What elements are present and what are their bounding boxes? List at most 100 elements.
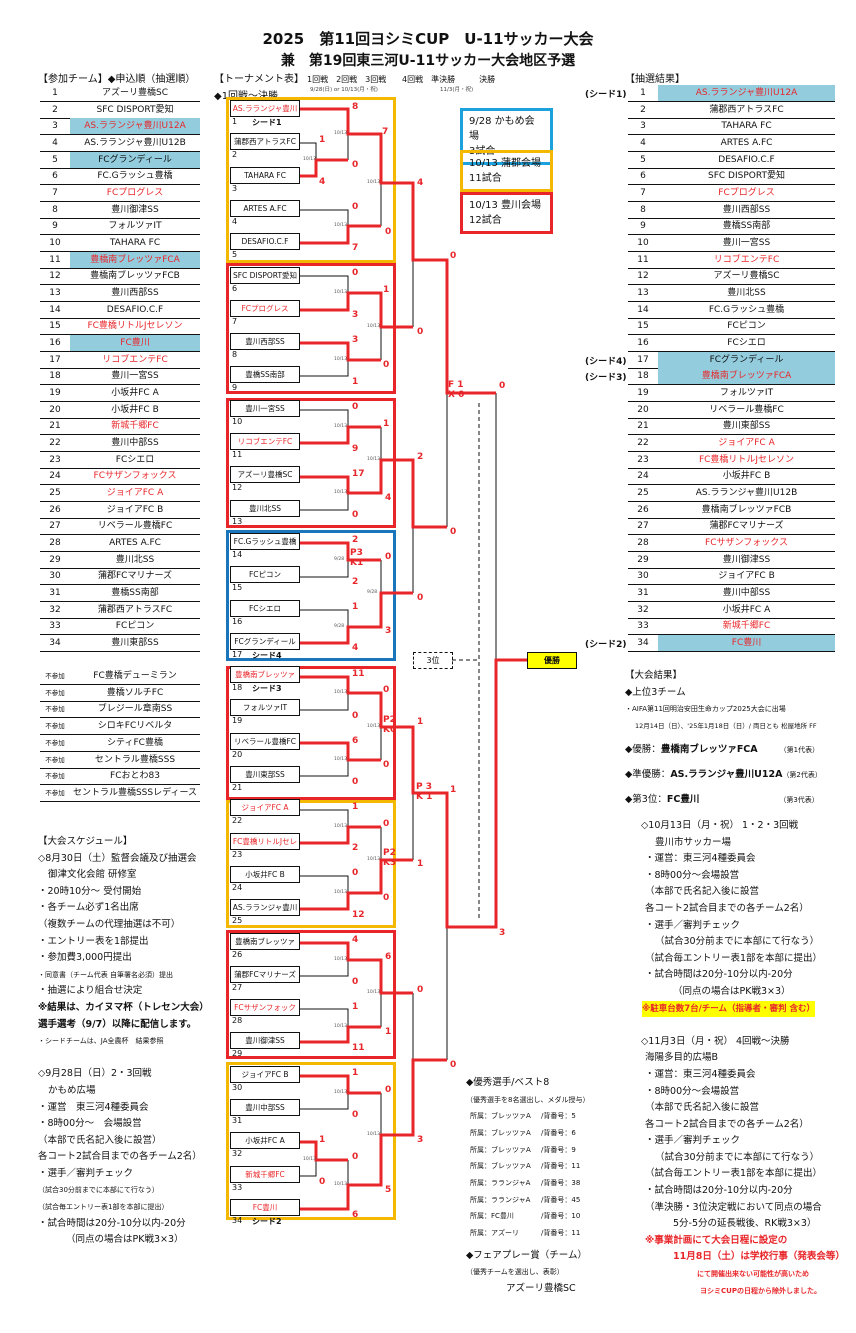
entry-heading: 【参加チーム】◆申込順（抽選順）: [38, 74, 196, 85]
schedule-left-line: ・参加費3,000円提出: [38, 952, 132, 964]
match-score: 9: [352, 444, 359, 454]
entry-row: 28 ARTES A.FC: [40, 535, 200, 553]
absent-team-name: シティFC豊橋: [107, 737, 163, 748]
entry-team-name: リコブエンテFC: [102, 354, 168, 365]
bracket-slot-number: 28: [232, 1016, 243, 1026]
match-date: 10/13: [367, 324, 380, 329]
bracket-team-box: 豊川一宮SS: [230, 399, 300, 417]
entry-team-name: 新城千郷FC: [111, 421, 159, 432]
draw-team-name: AS.ラランジャ豊川U12B: [695, 488, 798, 499]
player-team: ブレッツァA: [491, 1128, 531, 1137]
schedule-right-line: ・選手／審判チェック: [645, 919, 741, 931]
schedule-right-line: （本部で氏名記入後に設営: [645, 886, 760, 898]
player-number: 38: [571, 1179, 581, 1187]
entry-number: 5: [52, 154, 58, 165]
schedule-right-line: （準決勝・3位決定戦において同点の場合: [645, 1201, 822, 1213]
absent-team-name: FC豊橋デューミラン: [93, 671, 177, 681]
schedule-left-line: 各コート2試合目までの各チーム2名）: [38, 1151, 202, 1163]
match-score: 8: [352, 102, 359, 112]
draw-number: 25: [637, 488, 649, 499]
draw-number: 31: [637, 588, 649, 599]
group-box-d: [226, 530, 396, 661]
schedule-left-line: （同点の場合はPK戦3×3）: [66, 1234, 184, 1246]
entry-row: 22 豊川中部SS: [40, 435, 200, 453]
draw-team-name: SFC DISPORT愛知: [708, 171, 785, 182]
bracket-slot-number: 15: [232, 583, 243, 593]
draw-row: 19 フォルツァIT: [628, 385, 835, 403]
entry-row: 1 アズーリ豊橋SC: [40, 85, 200, 102]
schedule-right-line: 豊川市サッカー場: [655, 836, 732, 848]
legend-line: 11試合: [469, 173, 502, 184]
rounds-header-1: 1回戦 2回戦 3回戦: [307, 75, 387, 84]
third-team: FC豊川: [666, 793, 700, 805]
entry-team-name: 小坂井FC A: [111, 388, 159, 399]
absent-label: 不参加: [45, 788, 65, 797]
match-score: 0: [352, 402, 359, 412]
group-box-h: [226, 1062, 396, 1220]
match-date: 10/13: [367, 724, 380, 729]
bracket-team-box: FCシエロ: [230, 599, 300, 617]
match-score: 0: [352, 160, 359, 170]
absent-label: 不参加: [45, 688, 65, 697]
match-date: 10/13: [334, 1182, 347, 1187]
number-label: /背番号：: [541, 1212, 572, 1221]
draw-team-name: TAHARA FC: [721, 121, 772, 132]
schedule-right-line: 各コート2試合目までの各チーム2名）: [645, 1118, 809, 1130]
bracket-slot-number: 14: [232, 549, 243, 559]
bracket-slot-number: 34: [232, 1215, 243, 1225]
tournament-scope: ◆1回戦～決勝: [214, 91, 279, 102]
best-players-heading: ◆優秀選手/ベスト8: [466, 1077, 550, 1088]
schedule-left-line: かもめ広場: [48, 1084, 96, 1096]
affiliation-label: 所属：: [470, 1212, 491, 1221]
schedule-right-line: （試合毎エントリー表1部を本部に提出）: [645, 1168, 823, 1180]
absent-label: 不参加: [45, 738, 65, 747]
entry-number: 9: [52, 221, 58, 232]
match-score: 17: [352, 469, 365, 479]
entry-team-name: 豊川東部SS: [111, 638, 159, 649]
entry-number: 32: [49, 604, 61, 615]
draw-number: 22: [637, 438, 649, 449]
group-box-e: [226, 666, 396, 800]
draw-team-name: フォルツァIT: [719, 388, 774, 399]
entry-number: 3: [52, 121, 58, 132]
fair-play-team: アズーリ豊橋SC: [506, 1283, 576, 1294]
draw-row: 33 新城千郷FC: [628, 618, 835, 636]
bracket-slot-number: 33: [232, 1182, 243, 1192]
schedule-left-line: （本部で氏名記入後に設営）: [38, 1134, 162, 1146]
schedule-right-line: ◇10月13日（月・祝） 1・2・3回戦: [641, 820, 799, 831]
match-date: 10/13: [334, 690, 347, 695]
bracket-team-box: AS.ラランジャ豊川U12B: [230, 899, 300, 917]
draw-team-name: FCピコン: [727, 321, 766, 332]
draw-number: 4: [640, 138, 646, 148]
draw-number: 7: [640, 188, 646, 199]
best-players-list: 所属：ブレッツァA/背番号：5 所属：ブレッツァA/背番号：6 所属：ブレッツァA /…: [466, 1108, 589, 1242]
draw-row: 20 リベラール豊橋FC: [628, 402, 835, 419]
draw-number: 10: [637, 238, 649, 249]
draw-team-name: リベラール豊橋FC: [709, 404, 784, 415]
number-label: /背番号：: [541, 1112, 572, 1121]
draw-number: 23: [637, 454, 649, 465]
entry-team-name: アズーリ豊橋SC: [102, 88, 168, 98]
seed-label: (シード3): [585, 373, 627, 384]
match-score: 0: [383, 360, 390, 370]
group-box-c: [226, 398, 396, 528]
schedule-right-line: （試合30分前までに本部にて行なう）: [655, 1151, 820, 1163]
entry-number: 8: [52, 204, 58, 215]
bracket-slot-number: 8: [232, 350, 238, 360]
draw-row: 16 FCシエロ: [628, 335, 835, 353]
schedule-right-line: 各コート2試合目までの各チーム2名）: [645, 902, 809, 914]
draw-number: 34: [637, 638, 649, 649]
schedule-left-line: ※結果は、カイヌマ杯（トレセン大会）: [38, 1001, 209, 1013]
draw-number: 15: [637, 321, 649, 332]
draw-team-name: FCサザンフォックス: [705, 538, 788, 549]
match-score: 1: [352, 1002, 359, 1012]
bracket-team-box: 蒲郡西アトラスFC: [230, 133, 300, 151]
draw-row: 8 豊川西部SS: [628, 202, 835, 219]
schedule-right-line: ※駐車台数7台/チーム（指導者・審判 含む）: [642, 1000, 815, 1018]
match-score: K0: [383, 725, 397, 735]
player-team: ラランジャA: [491, 1179, 531, 1187]
affiliation-label: 所属：: [470, 1179, 491, 1187]
third-label: ◆第3位：: [625, 793, 667, 805]
schedule-right: ◇10月13日（月・祝） 1・2・3回戦 豊川市サッカー場 ・運営：東三河4種委員会…: [641, 818, 845, 1299]
player-team: ブレッツァA: [491, 1162, 531, 1171]
